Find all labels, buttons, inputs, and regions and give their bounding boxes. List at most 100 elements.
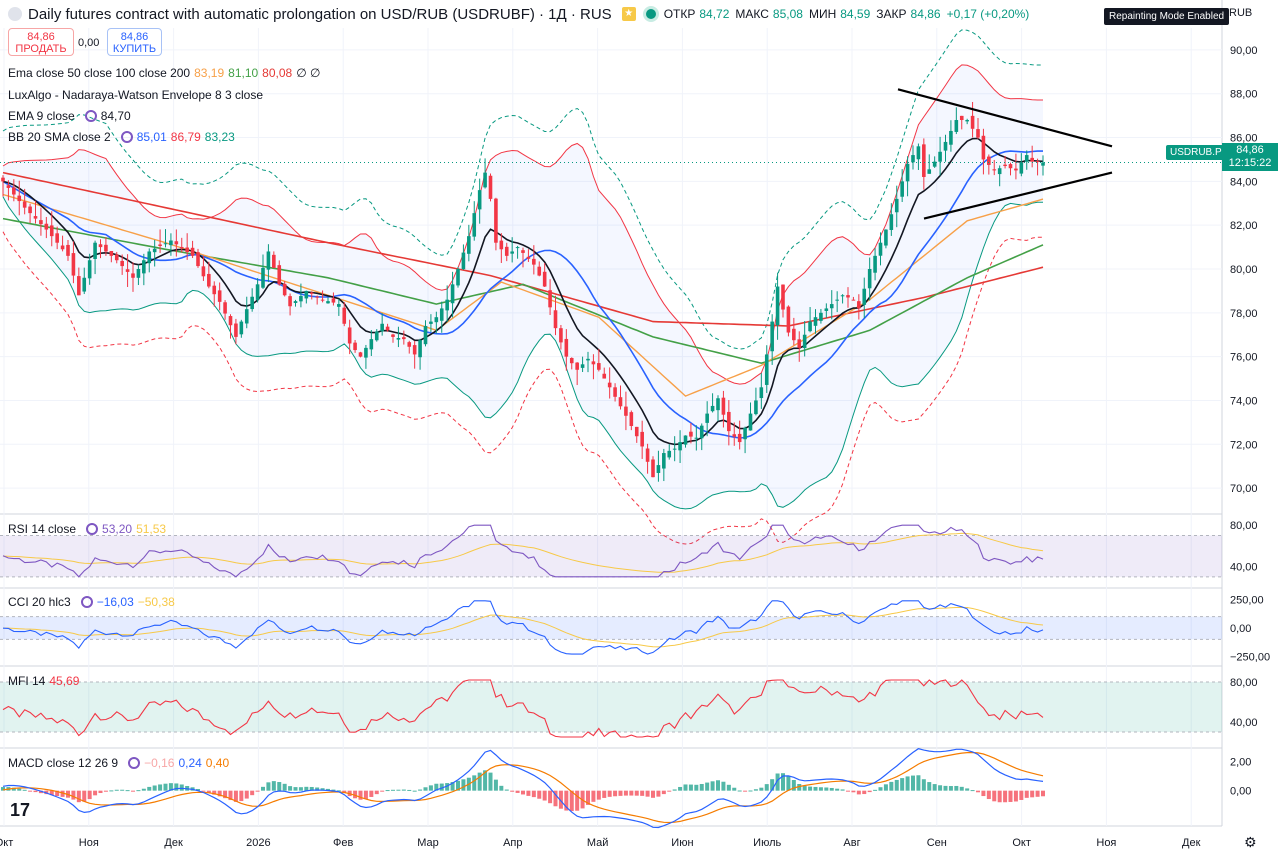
macd-histogram-bar bbox=[781, 773, 785, 791]
buy-label: КУПИТЬ bbox=[112, 43, 157, 55]
symbol-title[interactable]: Daily futures contract with automatic pr… bbox=[28, 5, 612, 23]
legend-ema[interactable]: Ema close 50 close 100 close 200 83,19 8… bbox=[8, 66, 324, 80]
candle-body bbox=[526, 256, 531, 259]
candle-body bbox=[651, 459, 655, 478]
candle-body bbox=[299, 296, 303, 302]
legend-mfi[interactable]: MFI 14 45,69 bbox=[8, 674, 83, 688]
macd-histogram-bar bbox=[521, 790, 525, 795]
candle-body bbox=[461, 252, 466, 270]
candle-body bbox=[1014, 168, 1018, 171]
legend-cci[interactable]: CCI 20 hlc3 −16,03 −50,38 bbox=[8, 595, 179, 609]
low-label: МИН bbox=[808, 7, 837, 21]
tradingview-logo-icon[interactable]: 17 bbox=[10, 800, 31, 820]
macd-histogram-bar bbox=[472, 775, 477, 791]
candle-body bbox=[212, 285, 217, 295]
macd-histogram-bar bbox=[672, 789, 677, 791]
candle-body bbox=[261, 267, 265, 288]
macd-histogram-bar bbox=[656, 790, 661, 797]
candle-body bbox=[894, 198, 899, 213]
candle-body bbox=[196, 252, 200, 267]
macd-histogram-bar bbox=[233, 790, 238, 802]
refresh-icon[interactable] bbox=[86, 523, 99, 535]
legend-ema-v3: 80,08 bbox=[262, 66, 293, 80]
price-pane[interactable] bbox=[0, 29, 1222, 545]
sell-button[interactable]: 84,86 ПРОДАТЬ bbox=[8, 28, 74, 56]
indicator-panes[interactable] bbox=[0, 524, 1222, 829]
candle-body bbox=[17, 195, 22, 202]
macd-histogram-bar bbox=[586, 790, 590, 805]
candle-body bbox=[39, 220, 43, 225]
candle-body bbox=[369, 339, 374, 350]
candle-body bbox=[55, 233, 59, 243]
macd-histogram-bar bbox=[629, 790, 634, 796]
macd-histogram-bar bbox=[71, 790, 76, 800]
candle-body bbox=[185, 247, 189, 253]
buy-button[interactable]: 84,86 КУПИТЬ bbox=[107, 28, 162, 56]
candle-body bbox=[1030, 157, 1034, 162]
candle-body bbox=[82, 277, 87, 292]
repaint-badge: Repainting Mode Enabled bbox=[1104, 8, 1230, 25]
candle-body bbox=[943, 141, 948, 151]
candle-body bbox=[109, 250, 114, 256]
candle-body bbox=[190, 247, 195, 256]
legend-ema9-v1: 84,70 bbox=[100, 109, 131, 123]
candle-body bbox=[840, 295, 845, 297]
candle-body bbox=[207, 273, 211, 287]
macd-histogram-bar bbox=[889, 781, 894, 791]
refresh-icon[interactable] bbox=[128, 757, 141, 769]
macd-histogram-bar bbox=[401, 789, 406, 791]
refresh-icon[interactable] bbox=[80, 596, 93, 608]
candle-body bbox=[456, 269, 460, 286]
candle-body bbox=[93, 242, 97, 259]
candle-body bbox=[510, 251, 514, 254]
candle-body bbox=[169, 240, 173, 246]
legend-luxalgo[interactable]: LuxAlgo - Nadaraya-Watson Envelope 8 3 c… bbox=[8, 88, 267, 102]
candle-body bbox=[1003, 164, 1007, 167]
candle-body bbox=[429, 321, 433, 324]
candle-body bbox=[347, 327, 352, 344]
candle-body bbox=[808, 321, 812, 332]
candle-body bbox=[434, 317, 439, 323]
candle-body bbox=[472, 213, 477, 237]
macd-histogram-bar bbox=[358, 790, 363, 800]
macd-histogram-bar bbox=[1030, 790, 1035, 798]
refresh-icon[interactable] bbox=[84, 110, 97, 122]
legend-rsi[interactable]: RSI 14 close 53,20 51,53 bbox=[8, 522, 170, 536]
legend-bb[interactable]: BB 20 SMA close 2 85,01 86,79 83,23 bbox=[8, 130, 239, 144]
flag-icon[interactable]: ★ bbox=[621, 7, 636, 21]
candle-body bbox=[353, 342, 357, 351]
legend-ema9[interactable]: EMA 9 close 84,70 bbox=[8, 109, 135, 123]
macd-histogram-bar bbox=[271, 781, 276, 791]
nw-envelope-lower bbox=[2, 231, 1044, 545]
candle-body bbox=[228, 316, 233, 326]
macd-histogram-bar bbox=[38, 790, 43, 794]
macd-histogram-bar bbox=[1, 787, 5, 791]
macd-histogram-bar bbox=[212, 790, 217, 795]
candle-body bbox=[922, 144, 926, 177]
macd-histogram-bar bbox=[753, 789, 758, 791]
gear-icon[interactable]: ⚙ bbox=[1244, 834, 1257, 850]
candle-body bbox=[223, 302, 227, 314]
time-tick-label: Мар bbox=[417, 837, 439, 849]
currency-label[interactable]: RUB bbox=[1229, 7, 1253, 19]
macd-histogram-bar bbox=[277, 782, 282, 791]
time-tick-label: Дек bbox=[164, 837, 183, 849]
macd-histogram-bar bbox=[878, 787, 883, 791]
candle-body bbox=[272, 254, 276, 268]
refresh-icon[interactable] bbox=[120, 131, 133, 143]
macd-histogram-bar bbox=[992, 790, 997, 802]
candle-body bbox=[494, 198, 498, 243]
time-tick-label: Апр bbox=[503, 837, 522, 849]
macd-histogram-bar bbox=[1019, 790, 1024, 800]
macd-histogram-bar bbox=[553, 790, 558, 807]
macd-histogram-bar bbox=[396, 789, 401, 791]
candle-body bbox=[504, 246, 509, 256]
macd-histogram-bar bbox=[255, 790, 260, 792]
candle-body bbox=[282, 283, 287, 296]
macd-histogram-bar bbox=[786, 776, 791, 791]
legend-macd[interactable]: MACD close 12 26 9 −0,16 0,24 0,40 bbox=[8, 756, 233, 770]
candle-body bbox=[385, 326, 390, 331]
bb-lower-band bbox=[2, 196, 1044, 510]
nw-envelope-upper bbox=[2, 29, 1043, 350]
